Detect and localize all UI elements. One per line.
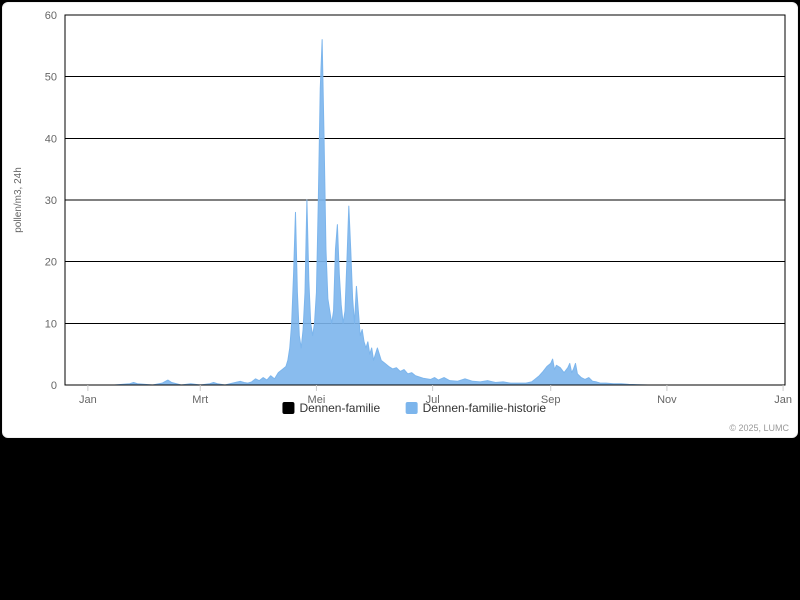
area-series bbox=[76, 40, 783, 385]
legend-label: Dennen-familie bbox=[299, 401, 380, 415]
y-tick-label: 40 bbox=[45, 133, 57, 145]
legend-label: Dennen-familie-historie bbox=[423, 401, 547, 415]
x-tick-label: Nov bbox=[657, 394, 677, 406]
y-axis-label: pollen/m3, 24h bbox=[13, 167, 24, 233]
y-tick-label: 60 bbox=[45, 10, 57, 22]
credits-text: © 2025, LUMC bbox=[729, 423, 789, 433]
x-tick-label: Jan bbox=[774, 394, 792, 406]
legend-swatch bbox=[282, 402, 294, 414]
gridlines bbox=[65, 15, 785, 385]
y-tick-label: 10 bbox=[45, 318, 57, 330]
y-tick-labels: 0 10 20 30 40 50 60 bbox=[45, 10, 57, 392]
chart-svg: 0102030405060pollen/m3, 24hJanMrtMeiJulS… bbox=[3, 3, 799, 439]
x-tick-label: Jan bbox=[79, 394, 97, 406]
y-tick-label: 30 bbox=[45, 195, 57, 207]
x-tick-label: Mrt bbox=[192, 394, 208, 406]
y-tick-label: 20 bbox=[45, 257, 57, 269]
legend: Dennen-familie Dennen-familie-historie bbox=[282, 401, 546, 415]
series-group bbox=[76, 40, 783, 385]
y-tick-label: 50 bbox=[45, 72, 57, 84]
y-tick-label: 0 bbox=[51, 380, 57, 392]
chart-card: 0102030405060pollen/m3, 24hJanMrtMeiJulS… bbox=[2, 2, 798, 438]
legend-swatch bbox=[406, 402, 418, 414]
